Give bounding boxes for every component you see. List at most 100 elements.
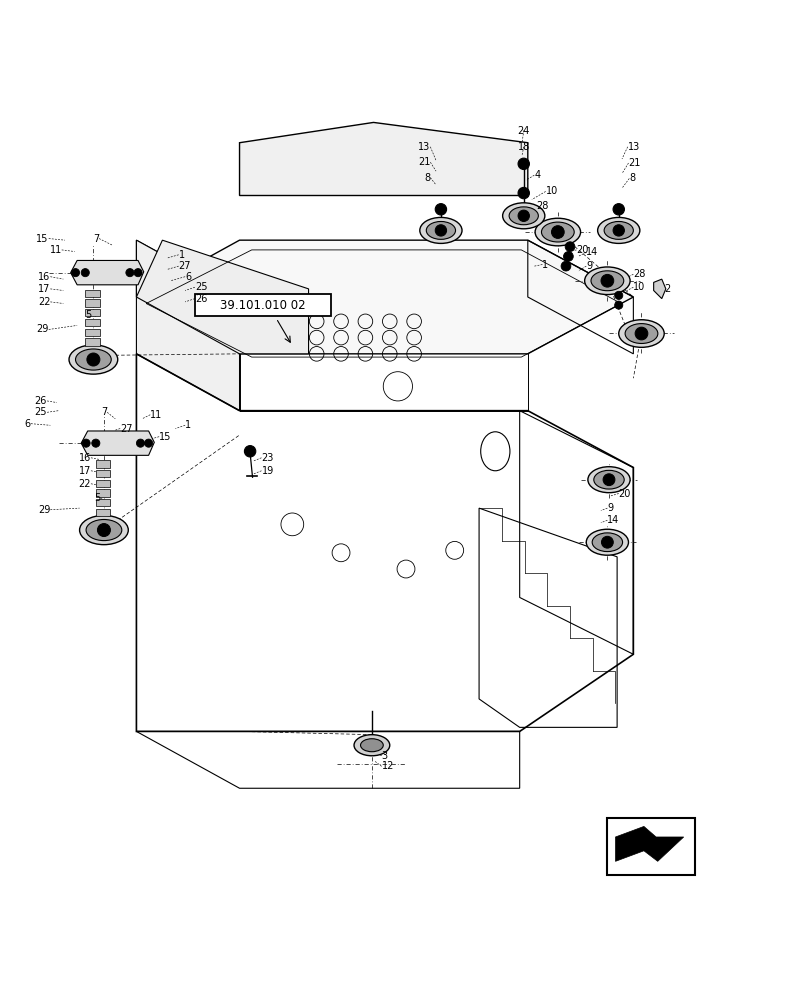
Ellipse shape [586, 529, 628, 555]
Text: 13: 13 [627, 142, 639, 152]
Text: 27: 27 [178, 261, 191, 271]
Text: 5: 5 [85, 310, 92, 320]
Circle shape [134, 269, 142, 277]
Ellipse shape [502, 203, 544, 229]
Ellipse shape [541, 222, 573, 242]
Text: 25: 25 [35, 407, 47, 417]
Text: 26: 26 [35, 396, 47, 406]
Polygon shape [136, 240, 633, 354]
Text: 15: 15 [36, 234, 49, 244]
Text: 17: 17 [79, 466, 91, 476]
Circle shape [97, 524, 110, 537]
Text: 4: 4 [534, 170, 540, 180]
Text: 23: 23 [261, 453, 273, 463]
Bar [96, 480, 110, 487]
Text: 22: 22 [38, 297, 50, 307]
Circle shape [560, 261, 570, 271]
Text: 2: 2 [663, 284, 670, 294]
Circle shape [126, 269, 134, 277]
Text: 10: 10 [545, 186, 557, 196]
Ellipse shape [75, 349, 111, 370]
Text: 7: 7 [101, 407, 107, 417]
Text: 8: 8 [629, 173, 635, 183]
Text: 21: 21 [628, 158, 640, 168]
Text: 16: 16 [38, 272, 50, 282]
Ellipse shape [86, 519, 122, 541]
Ellipse shape [618, 320, 663, 347]
Text: 1: 1 [185, 420, 191, 430]
Circle shape [82, 439, 90, 447]
Bar [96, 489, 110, 497]
Text: 1: 1 [542, 260, 548, 270]
Bar [85, 290, 100, 297]
Bar [96, 460, 110, 468]
Text: 6: 6 [185, 272, 191, 282]
Text: 3: 3 [381, 751, 388, 761]
Text: 11: 11 [150, 410, 162, 420]
Ellipse shape [597, 217, 639, 243]
Circle shape [612, 225, 624, 236]
Text: 8: 8 [423, 173, 430, 183]
Text: 24: 24 [517, 126, 530, 136]
Text: 14: 14 [586, 247, 598, 257]
Circle shape [601, 536, 612, 548]
Circle shape [564, 242, 574, 252]
Ellipse shape [515, 211, 531, 221]
Text: 1: 1 [178, 250, 185, 260]
Circle shape [563, 252, 573, 261]
Ellipse shape [360, 739, 383, 752]
Bar [85, 309, 100, 316]
Ellipse shape [593, 470, 624, 489]
Ellipse shape [69, 345, 118, 374]
Circle shape [517, 210, 529, 221]
Text: 10: 10 [633, 282, 645, 292]
Bar [607, 818, 694, 875]
FancyBboxPatch shape [195, 294, 331, 316]
Text: 26: 26 [195, 294, 207, 304]
Text: 6: 6 [24, 419, 31, 429]
Text: 29: 29 [38, 505, 50, 515]
Polygon shape [653, 279, 665, 299]
Circle shape [435, 204, 446, 215]
Ellipse shape [610, 227, 626, 237]
Text: 28: 28 [535, 201, 547, 211]
Text: 7: 7 [92, 234, 99, 244]
Ellipse shape [587, 467, 629, 493]
Text: 28: 28 [633, 269, 645, 279]
Ellipse shape [590, 271, 623, 291]
Circle shape [517, 158, 529, 170]
Circle shape [603, 474, 614, 486]
Polygon shape [615, 826, 683, 861]
Ellipse shape [432, 227, 448, 237]
Circle shape [71, 269, 79, 277]
Text: 5: 5 [94, 493, 101, 503]
Bar [85, 338, 100, 346]
Text: 9: 9 [586, 261, 592, 271]
Text: 16: 16 [79, 453, 91, 463]
Polygon shape [136, 240, 308, 354]
Ellipse shape [534, 218, 580, 246]
Circle shape [136, 439, 144, 447]
Circle shape [81, 269, 89, 277]
Ellipse shape [508, 207, 538, 225]
Text: 19: 19 [261, 466, 273, 476]
Text: 15: 15 [159, 432, 171, 442]
Bar [96, 509, 110, 516]
Polygon shape [71, 260, 144, 285]
Circle shape [144, 439, 152, 447]
Text: 25: 25 [195, 282, 207, 292]
Ellipse shape [419, 217, 461, 243]
Circle shape [517, 187, 529, 199]
Circle shape [634, 327, 647, 340]
Bar [96, 470, 110, 477]
Text: 9: 9 [607, 503, 613, 513]
Text: 20: 20 [576, 245, 588, 255]
Bar [85, 329, 100, 336]
Circle shape [614, 301, 622, 309]
Circle shape [435, 225, 446, 236]
Ellipse shape [354, 735, 389, 756]
Polygon shape [81, 431, 154, 455]
Text: 14: 14 [607, 515, 619, 525]
Polygon shape [136, 240, 239, 411]
Bar [85, 299, 100, 307]
